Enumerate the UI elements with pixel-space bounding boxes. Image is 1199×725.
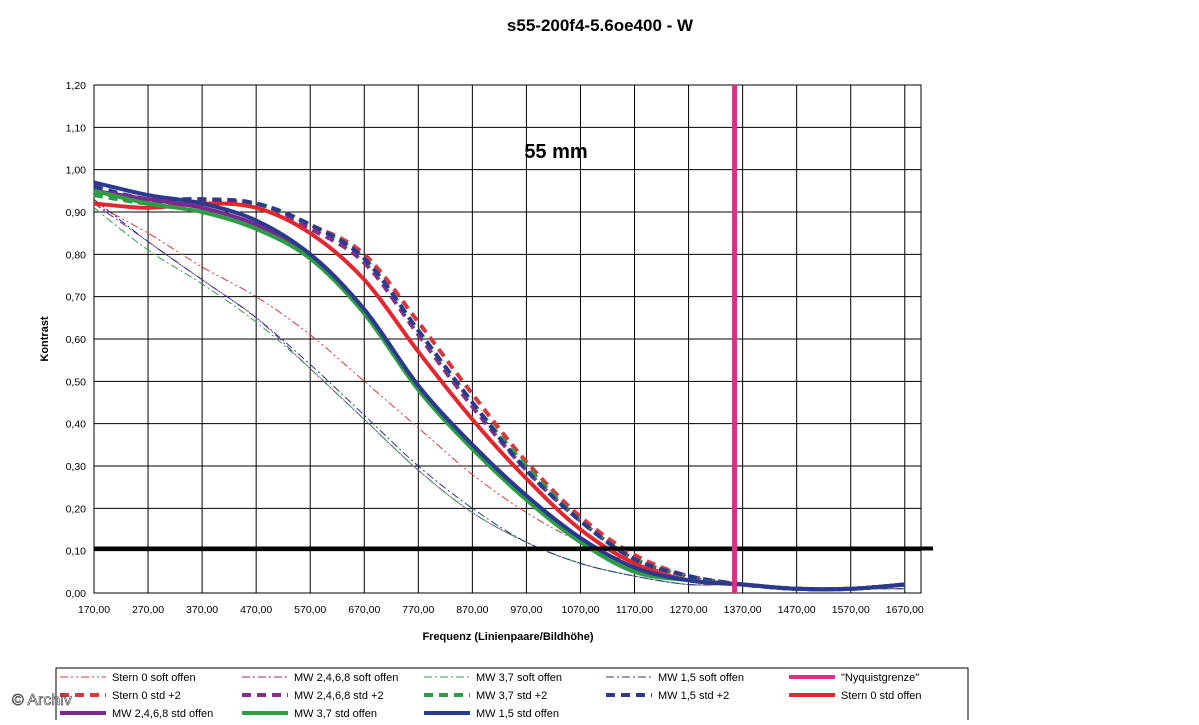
chart-annotation: 55 mm bbox=[524, 141, 587, 163]
y-tick-label: 0,90 bbox=[66, 207, 87, 219]
x-tick-label: 1670,00 bbox=[886, 604, 924, 616]
series-lines bbox=[93, 180, 905, 592]
x-axis-label: Frequenz (Linienpaare/Bildhöhe) bbox=[422, 631, 593, 643]
legend-label: Stern 0 soft offen bbox=[112, 672, 196, 684]
series-line bbox=[93, 188, 905, 592]
y-tick-label: 0,10 bbox=[66, 546, 87, 558]
x-tick-label: 270,00 bbox=[132, 604, 164, 616]
y-tick-label: 1,00 bbox=[66, 165, 87, 177]
x-tick-label: 1470,00 bbox=[778, 604, 816, 616]
x-tick-label: 970,00 bbox=[510, 604, 542, 616]
x-tick-label: 570,00 bbox=[294, 604, 326, 616]
legend-label: MW 3,7 std +2 bbox=[476, 690, 547, 702]
x-tick-label: 370,00 bbox=[186, 604, 218, 616]
legend-label: MW 2,4,6,8 std +2 bbox=[294, 690, 384, 702]
x-tick-label: 870,00 bbox=[456, 604, 488, 616]
x-tick-label: 770,00 bbox=[402, 604, 434, 616]
legend-label: MW 2,4,6,8 std offen bbox=[112, 708, 213, 720]
x-tick-label: 670,00 bbox=[348, 604, 380, 616]
series-line bbox=[93, 203, 905, 590]
y-tick-label: 1,20 bbox=[66, 80, 87, 92]
legend-label: MW 1,5 soft offen bbox=[658, 672, 744, 684]
legend: Stern 0 soft offen MW 2,4,6,8 soft offen M… bbox=[55, 667, 969, 725]
y-tick-label: 0,80 bbox=[66, 249, 87, 261]
y-tick-label: 0,50 bbox=[66, 376, 87, 388]
y-tick-label: 0,60 bbox=[66, 334, 87, 346]
legend-label: MW 1,5 std +2 bbox=[658, 690, 729, 702]
y-tick-label: 0,20 bbox=[66, 503, 87, 515]
legend-label: "Nyquistgrenze" bbox=[841, 672, 919, 684]
x-tick-label: 1270,00 bbox=[670, 604, 708, 616]
y-tick-label: 0,00 bbox=[66, 588, 87, 600]
grid bbox=[93, 84, 922, 594]
series-line bbox=[93, 184, 905, 592]
reference-lines bbox=[94, 85, 933, 593]
x-tick-label: 470,00 bbox=[240, 604, 272, 616]
watermark: © Archiv bbox=[12, 692, 72, 709]
x-tick-label: 170,00 bbox=[78, 604, 110, 616]
legend-label: MW 2,4,6,8 soft offen bbox=[294, 672, 398, 684]
y-tick-label: 0,30 bbox=[66, 461, 87, 473]
legend-label: MW 3,7 std offen bbox=[294, 708, 377, 720]
axis-ticks: 170,00 270,00 370,00 470,00 570,00 670,00 770,… bbox=[66, 80, 924, 616]
x-tick-label: 1170,00 bbox=[616, 604, 653, 616]
legend-label: Stern 0 std offen bbox=[841, 690, 922, 702]
legend-label: Stern 0 std +2 bbox=[112, 690, 181, 702]
x-tick-label: 1070,00 bbox=[561, 604, 599, 616]
y-tick-label: 0,70 bbox=[66, 292, 87, 304]
legend-label: MW 3,7 soft offen bbox=[476, 672, 562, 684]
x-tick-label: 1570,00 bbox=[832, 604, 870, 616]
chart-title: s55-200f4-5.6oe400 - W bbox=[507, 16, 694, 35]
series-line bbox=[93, 180, 905, 592]
y-tick-label: 0,40 bbox=[66, 419, 87, 431]
legend-label: MW 1,5 std offen bbox=[476, 708, 559, 720]
y-tick-label: 1,10 bbox=[66, 122, 87, 134]
y-axis-label: Kontrast bbox=[39, 316, 51, 362]
x-tick-label: 1370,00 bbox=[724, 604, 762, 616]
